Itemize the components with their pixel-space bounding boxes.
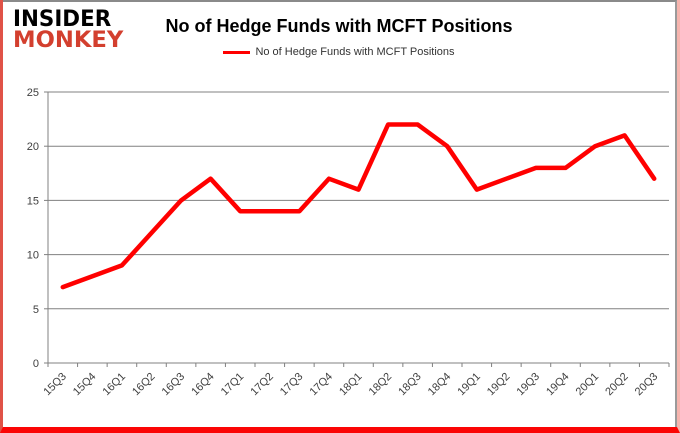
legend: No of Hedge Funds with MCFT Positions <box>3 46 675 58</box>
svg-text:16Q4: 16Q4 <box>189 371 217 399</box>
svg-text:20Q1: 20Q1 <box>574 371 602 399</box>
chart-title: No of Hedge Funds with MCFT Positions <box>165 16 513 36</box>
svg-text:15: 15 <box>27 195 39 207</box>
logo-monkey-text: MONKEY <box>13 27 124 53</box>
chart-inner-area: INSIDER MONKEY No of Hedge Funds with MC… <box>3 0 677 427</box>
svg-text:18Q1: 18Q1 <box>337 371 365 399</box>
svg-text:17Q3: 17Q3 <box>278 371 306 399</box>
y-axis-labels: 0 5 10 15 20 25 <box>27 87 39 370</box>
svg-text:20Q2: 20Q2 <box>603 371 631 399</box>
svg-text:19Q3: 19Q3 <box>515 371 543 399</box>
svg-text:10: 10 <box>27 250 39 262</box>
svg-text:17Q4: 17Q4 <box>308 371 336 399</box>
svg-text:0: 0 <box>33 358 39 370</box>
svg-text:16Q3: 16Q3 <box>160 371 188 399</box>
svg-text:18Q4: 18Q4 <box>426 371 454 399</box>
svg-text:5: 5 <box>33 304 39 316</box>
legend-line-swatch-icon <box>223 51 251 54</box>
logo-insider-text: INSIDER <box>13 5 112 32</box>
legend-label: No of Hedge Funds with MCFT Positions <box>255 46 455 58</box>
svg-text:19Q2: 19Q2 <box>485 371 513 399</box>
insider-monkey-logo: INSIDER MONKEY <box>13 5 123 51</box>
svg-text:17Q1: 17Q1 <box>219 371 247 399</box>
svg-text:16Q2: 16Q2 <box>130 371 158 399</box>
svg-text:20: 20 <box>27 141 39 153</box>
svg-text:17Q2: 17Q2 <box>248 371 276 399</box>
y-gridlines <box>44 91 669 364</box>
svg-text:16Q1: 16Q1 <box>101 371 129 399</box>
svg-text:19Q1: 19Q1 <box>455 371 483 399</box>
svg-text:19Q4: 19Q4 <box>544 371 572 399</box>
hedge-funds-series-line <box>60 122 657 290</box>
svg-text:15Q3: 15Q3 <box>41 371 69 399</box>
x-axis-labels: 15Q3 15Q4 16Q1 16Q2 16Q3 16Q4 17Q1 17Q2 17Q3 17Q4… <box>41 371 660 399</box>
axes <box>47 92 670 367</box>
svg-text:25: 25 <box>27 87 39 99</box>
svg-text:20Q3: 20Q3 <box>633 371 661 399</box>
svg-text:18Q2: 18Q2 <box>367 371 395 399</box>
svg-text:15Q4: 15Q4 <box>71 371 99 399</box>
svg-text:18Q3: 18Q3 <box>396 371 424 399</box>
